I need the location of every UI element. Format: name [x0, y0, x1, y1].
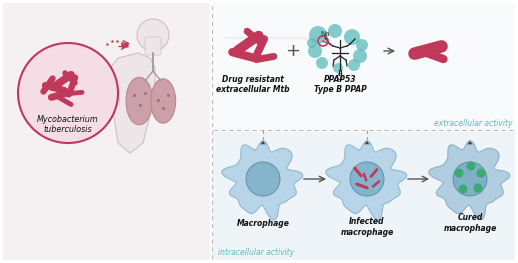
Circle shape — [18, 43, 118, 143]
Text: +: + — [285, 42, 300, 60]
Polygon shape — [365, 141, 369, 144]
Circle shape — [477, 169, 485, 178]
Polygon shape — [222, 141, 303, 220]
Circle shape — [356, 39, 368, 51]
Circle shape — [316, 57, 328, 69]
Text: intracellular activity: intracellular activity — [218, 248, 294, 257]
Text: extracellular activity: extracellular activity — [434, 119, 512, 128]
Polygon shape — [118, 88, 120, 108]
Bar — [213, 3, 515, 130]
Circle shape — [309, 26, 327, 44]
Circle shape — [473, 184, 482, 193]
Text: Macrophage: Macrophage — [237, 219, 290, 227]
Text: Cured
macrophage: Cured macrophage — [443, 213, 497, 233]
Polygon shape — [151, 79, 176, 123]
Text: PPAP53
Type B PPAP: PPAP53 Type B PPAP — [313, 75, 366, 94]
Circle shape — [333, 63, 343, 73]
Circle shape — [353, 49, 367, 63]
Circle shape — [348, 59, 360, 71]
Polygon shape — [108, 53, 155, 153]
Circle shape — [307, 38, 317, 48]
Text: Infected
macrophage: Infected macrophage — [340, 217, 394, 237]
Polygon shape — [261, 141, 266, 144]
Bar — [3, 3, 210, 260]
Polygon shape — [429, 141, 510, 220]
Circle shape — [458, 185, 468, 194]
Polygon shape — [468, 141, 472, 144]
Circle shape — [467, 161, 476, 170]
Text: Mycobacterium
tuberculosis: Mycobacterium tuberculosis — [37, 115, 99, 134]
Bar — [213, 132, 515, 260]
Circle shape — [344, 29, 360, 45]
Text: O: O — [337, 73, 343, 82]
Polygon shape — [326, 141, 407, 220]
Circle shape — [137, 19, 169, 51]
Circle shape — [328, 24, 342, 38]
Circle shape — [350, 162, 384, 196]
Circle shape — [246, 162, 280, 196]
Circle shape — [308, 44, 322, 58]
Text: Na: Na — [320, 31, 330, 37]
FancyBboxPatch shape — [145, 37, 161, 55]
Circle shape — [454, 169, 464, 178]
Circle shape — [453, 162, 487, 196]
Text: Drug resistant
extracellular Mtb: Drug resistant extracellular Mtb — [216, 75, 290, 94]
Polygon shape — [126, 77, 153, 125]
